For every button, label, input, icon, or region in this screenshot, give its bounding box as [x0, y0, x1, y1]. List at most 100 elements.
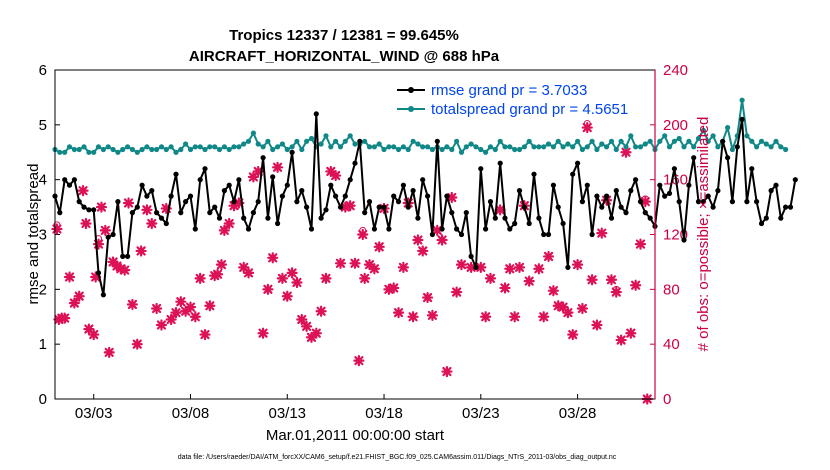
- obs-assimilated-point: [242, 267, 255, 279]
- totalspread-point: [633, 144, 639, 150]
- totalspread-point: [231, 144, 237, 150]
- totalspread-point: [202, 146, 208, 153]
- totalspread-point: [100, 146, 106, 153]
- rmse-point: [381, 204, 387, 210]
- rmse-point: [710, 204, 716, 210]
- rmse-point: [700, 199, 707, 205]
- obs-assimilated-glyph: [552, 300, 564, 312]
- rmse-point: [531, 171, 537, 177]
- obs-assimilated-point: [126, 298, 139, 311]
- totalspread-point: [342, 138, 348, 144]
- obs-assimilated-glyph: [151, 302, 163, 315]
- obs-assimilated-point: [291, 276, 303, 289]
- totalspread-point: [473, 144, 479, 150]
- totalspread-point: [647, 138, 653, 144]
- totalspread-point: [410, 138, 416, 144]
- totalspread-point: [642, 141, 648, 147]
- rmse-point: [550, 182, 557, 188]
- rmse-point: [115, 199, 121, 205]
- rmse-point: [512, 220, 518, 227]
- rmse-point: [608, 215, 615, 221]
- obs-assimilated-glyph: [242, 267, 255, 279]
- totalspread-point: [289, 144, 295, 150]
- totalspread-point: [594, 146, 600, 153]
- obs-assimilated-glyph: [218, 224, 230, 236]
- obs-assimilated-point: [257, 327, 269, 339]
- obs-assimilated-glyph: [126, 298, 139, 311]
- rmse-point: [720, 138, 726, 144]
- obs-assimilated-glyph: [51, 223, 63, 235]
- totalspread-point: [729, 146, 736, 153]
- obs-assimilated-glyph: [184, 301, 197, 313]
- rmse-point: [294, 199, 300, 205]
- totalspread-point: [178, 146, 184, 153]
- totalspread-point: [749, 138, 755, 144]
- obs-assimilated-glyph: [175, 296, 187, 308]
- obs-assimilated-point: [465, 261, 477, 273]
- rmse-point: [783, 204, 789, 210]
- x-axis-label: Mar.01,2011 00:00:00 start: [266, 427, 445, 444]
- obs-assimilated-point: [131, 338, 143, 350]
- totalspread-point: [86, 149, 92, 155]
- totalspread-point: [778, 144, 784, 150]
- totalspread-point: [366, 144, 373, 150]
- obs-assimilated-glyph: [211, 268, 224, 280]
- totalspread-point: [657, 138, 663, 144]
- obs-assimilated-point: [90, 271, 102, 283]
- totalspread-point: [487, 144, 494, 150]
- totalspread-point: [216, 146, 223, 153]
- rmse-point: [347, 177, 353, 183]
- totalspread-point: [521, 144, 528, 150]
- obs-assimilated-point: [88, 328, 100, 341]
- x-tick-label: 03/28: [559, 405, 597, 422]
- totalspread-point: [255, 141, 261, 147]
- obs-assimilated-point: [494, 204, 506, 216]
- obs-assimilated-glyph: [421, 291, 434, 304]
- obs-assimilated-glyph: [533, 263, 545, 275]
- legend-spread-marker: [408, 106, 414, 112]
- obs-assimilated-point: [441, 365, 453, 378]
- rmse-point: [521, 204, 528, 210]
- totalspread-point: [328, 144, 334, 150]
- rmse-point: [768, 188, 774, 194]
- rmse-point: [681, 237, 687, 243]
- obs-assimilated-glyph: [301, 320, 313, 332]
- rmse-point: [555, 204, 561, 210]
- obs-assimilated-glyph: [538, 311, 550, 323]
- totalspread-point: [420, 144, 426, 150]
- totalspread-point: [76, 146, 82, 153]
- obs-assimilated-point: [533, 263, 545, 275]
- totalspread-point: [666, 144, 673, 150]
- obs-assimilated-glyph: [204, 300, 216, 312]
- rmse-point: [463, 210, 469, 216]
- totalspread-point: [705, 138, 711, 144]
- rmse-point: [425, 193, 431, 199]
- totalspread-point: [773, 138, 779, 144]
- obs-assimilated-point: [238, 261, 250, 273]
- obs-assimilated-point: [538, 311, 550, 323]
- rmse-point: [236, 177, 242, 183]
- obs-assimilated-glyph: [349, 257, 361, 269]
- rmse-point: [270, 174, 276, 180]
- obs-assimilated-glyph: [223, 217, 235, 230]
- obs-assimilated-point: [523, 275, 535, 287]
- totalspread-point: [265, 138, 271, 144]
- totalspread-point: [613, 146, 619, 153]
- obs-assimilated-glyph: [581, 121, 593, 134]
- rmse-point: [584, 182, 590, 188]
- totalspread-point: [739, 97, 745, 103]
- obs-assimilated-glyph: [368, 263, 380, 275]
- rmse-point: [734, 144, 740, 150]
- obs-assimilated-glyph: [455, 259, 468, 271]
- rmse-point: [599, 204, 605, 210]
- rmse-line: [54, 112, 797, 296]
- obs-assimilated-glyph: [542, 250, 555, 263]
- rmse-point: [241, 215, 247, 221]
- rmse-point: [420, 177, 426, 183]
- left-y-tick-label: 1: [39, 336, 47, 353]
- obs-possible-markers: [53, 119, 649, 293]
- obs-assimilated-glyph: [625, 327, 637, 339]
- obs-assimilated-point: [451, 286, 463, 298]
- rmse-point: [570, 171, 576, 177]
- obs-assimilated-point: [615, 334, 627, 346]
